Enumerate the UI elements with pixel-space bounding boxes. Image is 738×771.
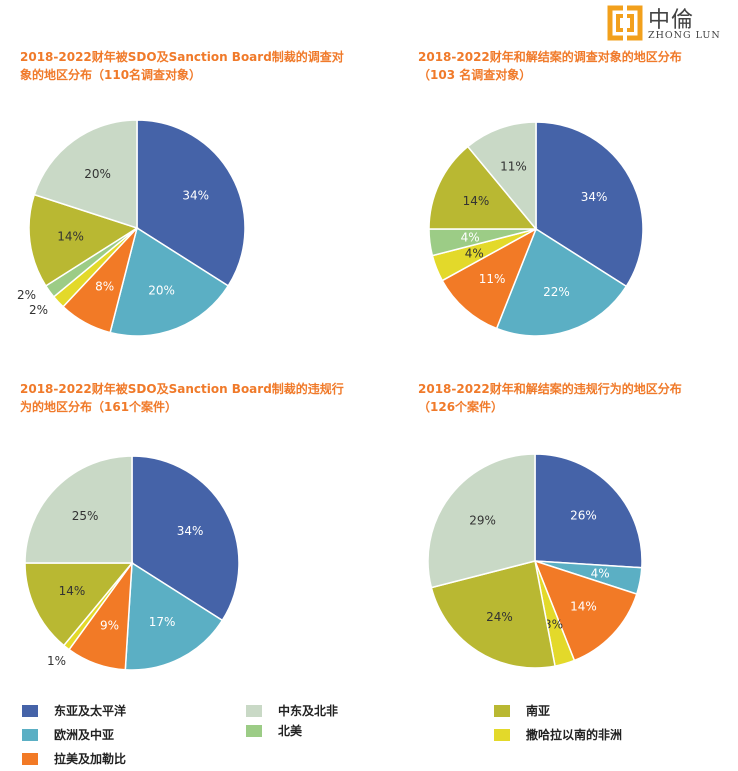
pie-slice — [33, 119, 138, 230]
pie-slice — [430, 560, 556, 669]
pie-data-label: 14% — [570, 599, 597, 613]
legend-label: 南亚 — [526, 704, 551, 718]
pie-slice — [441, 227, 538, 330]
pie-data-label: 4% — [461, 230, 480, 244]
pie-slice — [534, 453, 643, 569]
pie-data-label: 34% — [177, 524, 204, 538]
pie-data-label: 17% — [149, 615, 176, 629]
chart-title-1: 2018-2022财年被SDO及Sanction Board制裁的调查对象的地区… — [20, 50, 344, 82]
legend-label: 欧洲及中亚 — [54, 728, 115, 742]
legend-label: 北美 — [278, 724, 303, 738]
legend-label: 撒哈拉以南的非洲 — [526, 728, 623, 742]
logo-cn: 中倫 — [648, 8, 695, 33]
pie-slice — [28, 193, 139, 287]
pie-slice — [24, 562, 134, 647]
chart-title-3: 2018-2022财年被SDO及Sanction Board制裁的违规行为的地区… — [20, 382, 344, 414]
legend-item-north-america: 北美 — [246, 722, 302, 739]
pie-data-label: 11% — [479, 272, 506, 286]
legend-swatch — [494, 704, 510, 717]
legend-item-mena: 中东及北非 — [246, 702, 338, 719]
pie-slice — [124, 561, 224, 671]
pie-slice — [533, 559, 638, 662]
legend-swatch — [246, 724, 262, 737]
pie-data-label: 4% — [465, 246, 484, 260]
pie-slice — [24, 455, 133, 564]
pie-data-label: 2% — [17, 288, 36, 302]
pie-charts: 34% 20% 8% 2%2% 14% 20% 34% 22% 11% 4% 4% 14% 11% 34%… — [17, 119, 644, 671]
legend-swatch — [494, 728, 510, 741]
pie-data-label: 20% — [148, 283, 175, 297]
pie-data-label: 29% — [469, 513, 496, 527]
legend-swatch — [22, 728, 38, 741]
legend-item-latin-america: 拉美及加勒比 — [22, 750, 126, 767]
pie-slice — [109, 226, 230, 337]
pie-data-label: 20% — [84, 167, 111, 181]
pie-data-label: 14% — [57, 229, 84, 243]
pie-data-label: 8% — [95, 280, 114, 294]
pie-data-label: 26% — [570, 509, 597, 523]
legend-label: 中东及北非 — [278, 704, 339, 718]
legend-item-east-asia: 东亚及太平洋 — [22, 702, 126, 719]
chart-title-4: 2018-2022财年和解结案的违规行为的地区分布（126个案件） — [418, 382, 682, 414]
pie-slice — [495, 227, 628, 337]
legend-item-europe: 欧洲及中亚 — [22, 726, 114, 743]
legend-swatch — [22, 752, 38, 765]
pie-slice — [428, 145, 538, 230]
legend-item-south-asia: 南亚 — [494, 702, 550, 719]
legend-label: 东亚及太平洋 — [54, 704, 127, 718]
pie-data-label: 2% — [29, 303, 48, 317]
legend-item-sub-saharan: 撒哈拉以南的非洲 — [494, 726, 622, 743]
pie-data-label: 1% — [47, 654, 66, 668]
pie-data-label: 24% — [486, 610, 513, 624]
zhonglun-logo — [607, 4, 643, 42]
logo-en: ZHONG LUN — [648, 30, 721, 41]
pie-data-label: 3% — [544, 618, 563, 632]
legend-swatch — [246, 704, 262, 717]
pie-data-label: 14% — [463, 194, 490, 208]
pie-data-label: 11% — [500, 160, 527, 174]
pie-data-label: 14% — [59, 584, 86, 598]
pie-slice — [427, 453, 536, 589]
legend-swatch — [22, 704, 38, 717]
pie-data-label: 22% — [543, 285, 570, 299]
pie-data-label: 9% — [100, 618, 119, 632]
pie-data-label: 25% — [72, 509, 99, 523]
legend-label: 拉美及加勒比 — [54, 752, 127, 766]
pie-data-label: 34% — [182, 189, 209, 203]
pie-slice — [466, 121, 537, 232]
pie-data-label: 34% — [581, 190, 608, 204]
pie-data-label: 4% — [591, 566, 610, 580]
chart-title-2: 2018-2022财年和解结案的调查对象的地区分布（103 名调查对象） — [418, 50, 682, 82]
